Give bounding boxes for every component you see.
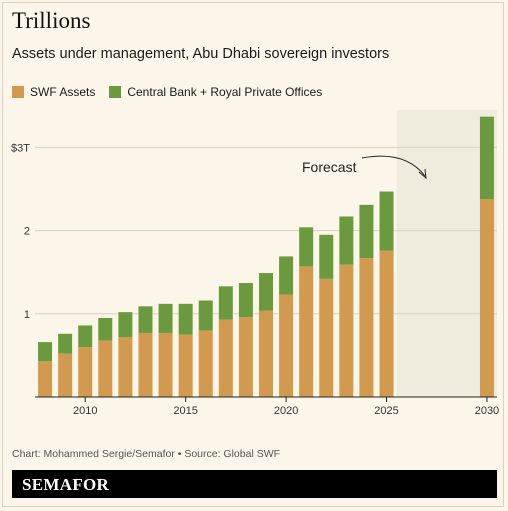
bar-central-bank xyxy=(319,234,334,279)
legend-item-central-bank: Central Bank + Royal Private Offices xyxy=(109,85,322,99)
x-tick-label: 2020 xyxy=(274,405,298,417)
chart-subtitle: Assets under management, Abu Dhabi sover… xyxy=(12,46,390,62)
bar-central-bank xyxy=(78,325,93,348)
bar-swf-assets xyxy=(98,340,113,397)
bar-central-bank xyxy=(138,306,153,333)
bar-swf-assets xyxy=(38,361,53,397)
y-tick-label: 1 xyxy=(24,309,30,321)
bar-central-bank xyxy=(198,300,213,331)
bar-swf-assets xyxy=(218,319,233,397)
forecast-annotation: Forecast xyxy=(302,159,357,175)
bar-swf-assets xyxy=(118,337,133,397)
legend-label-swf: SWF Assets xyxy=(30,85,96,99)
legend-label-central-bank: Central Bank + Royal Private Offices xyxy=(127,85,323,99)
bar-swf-assets xyxy=(299,266,314,397)
bar-central-bank xyxy=(279,256,294,295)
bar-central-bank xyxy=(218,286,233,320)
x-tick-label: 2025 xyxy=(374,405,398,417)
bar-central-bank xyxy=(98,317,113,341)
bar-swf-assets xyxy=(359,258,374,397)
bar-swf-assets xyxy=(58,353,73,397)
bar-central-bank xyxy=(178,303,193,335)
chart-frame xyxy=(2,2,504,507)
forecast-arrow xyxy=(361,155,426,177)
chart-title: Trillions xyxy=(12,8,91,33)
bar-central-bank xyxy=(339,216,354,265)
bar-central-bank xyxy=(379,191,394,251)
bar-swf-assets xyxy=(178,334,193,397)
bar-central-bank xyxy=(38,342,53,362)
bar-swf-assets xyxy=(379,250,394,397)
x-tick-label: 2015 xyxy=(173,405,197,417)
bar-central-bank xyxy=(259,273,273,311)
bar-swf-assets xyxy=(279,294,294,397)
bar-central-bank xyxy=(238,283,253,318)
forecast-arrowhead xyxy=(418,168,427,180)
bar-swf-assets xyxy=(158,332,173,397)
y-tick-label: $3T xyxy=(11,142,30,154)
bar-swf-assets xyxy=(78,347,93,397)
legend-item-swf: SWF Assets xyxy=(12,85,95,99)
bar-swf-assets xyxy=(339,264,354,397)
chart-credit: Chart: Mohammed Sergie/Semafor • Source:… xyxy=(12,448,281,460)
brand-logo: SEMAFOR xyxy=(22,475,110,494)
bar-central-bank xyxy=(118,312,133,338)
bar-swf-assets xyxy=(198,330,213,397)
bar-central-bank xyxy=(479,116,494,200)
legend-swatch-central-bank xyxy=(109,86,122,98)
bar-central-bank xyxy=(58,333,73,354)
bar-chart: 1 2 $3T 2010 2015 2020 2025 2030 Forecast xyxy=(11,110,499,417)
bar-central-bank xyxy=(158,303,173,333)
bar-swf-assets xyxy=(479,199,494,397)
bar-swf-assets xyxy=(259,310,273,397)
legend: SWF Assets Central Bank + Royal Private … xyxy=(12,85,336,99)
bar-swf-assets xyxy=(319,278,334,397)
bar-swf-assets xyxy=(138,332,153,397)
y-tick-label: 2 xyxy=(24,226,30,238)
bar-central-bank xyxy=(359,204,374,259)
x-tick-label: 2010 xyxy=(73,405,97,417)
legend-swatch-swf xyxy=(12,86,24,98)
bar-central-bank xyxy=(299,227,314,267)
brand-bar: SEMAFOR xyxy=(12,470,497,498)
bar-swf-assets xyxy=(238,317,253,397)
x-tick-label: 2030 xyxy=(475,405,499,417)
